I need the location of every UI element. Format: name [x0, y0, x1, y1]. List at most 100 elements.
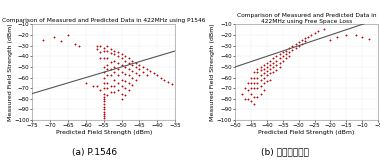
Point — [261, 76, 267, 79]
Point — [254, 76, 260, 79]
Point — [101, 110, 107, 113]
Point — [254, 87, 260, 90]
Point — [115, 89, 121, 92]
Title: Comparison of Measured and Predicted Data in 422MHz using P1546: Comparison of Measured and Predicted Dat… — [2, 18, 206, 23]
Point — [286, 55, 292, 58]
Point — [283, 53, 289, 55]
Point — [208, 36, 214, 38]
Point — [302, 40, 308, 43]
Point — [101, 87, 107, 90]
Point — [251, 76, 257, 79]
Point — [129, 76, 135, 79]
Point — [126, 89, 132, 92]
Point — [264, 79, 270, 82]
Point — [277, 61, 283, 64]
Point — [267, 78, 273, 81]
Point — [101, 71, 107, 74]
Point — [119, 53, 125, 55]
Point — [93, 44, 100, 47]
Point — [248, 76, 254, 79]
Point — [321, 27, 327, 30]
Point — [242, 87, 248, 90]
Point — [51, 36, 57, 38]
Point — [245, 97, 251, 100]
Point — [267, 59, 273, 62]
Point — [248, 81, 254, 84]
Point — [267, 72, 273, 75]
Point — [126, 57, 132, 60]
Point — [136, 74, 142, 77]
Point — [261, 89, 267, 92]
Point — [65, 34, 71, 36]
Point — [122, 93, 128, 96]
Point — [115, 74, 121, 77]
Point — [104, 93, 110, 96]
Point — [119, 85, 125, 87]
Point — [126, 68, 132, 70]
Point — [211, 40, 217, 43]
Point — [83, 81, 89, 84]
Point — [129, 84, 135, 86]
Y-axis label: Measured Field Strength (dBm): Measured Field Strength (dBm) — [211, 23, 215, 121]
Point — [305, 36, 311, 38]
Point — [274, 64, 280, 66]
Point — [309, 34, 315, 36]
Point — [258, 66, 264, 68]
Point — [122, 66, 128, 68]
Point — [115, 55, 121, 58]
Point — [169, 83, 175, 85]
Point — [122, 87, 128, 90]
Point — [101, 97, 107, 100]
Point — [261, 81, 267, 84]
Point — [151, 72, 157, 75]
Point — [111, 78, 117, 81]
Point — [111, 85, 117, 87]
Point — [296, 41, 302, 44]
Point — [302, 37, 308, 39]
Point — [40, 39, 46, 42]
Point — [108, 74, 114, 77]
Point — [129, 64, 135, 66]
Point — [312, 32, 318, 34]
Point — [144, 74, 150, 77]
Point — [136, 64, 142, 66]
X-axis label: Predicted Field Strength (dBm): Predicted Field Strength (dBm) — [258, 130, 355, 135]
Text: (a) P.1546: (a) P.1546 — [73, 148, 117, 157]
Point — [133, 61, 139, 64]
Point — [101, 50, 107, 52]
Point — [277, 53, 283, 55]
Point — [101, 92, 107, 95]
Point — [104, 64, 110, 66]
Point — [93, 48, 100, 50]
Point — [129, 59, 135, 62]
Point — [258, 69, 264, 71]
Point — [258, 74, 264, 77]
Point — [97, 51, 103, 53]
Point — [90, 85, 96, 87]
Point — [334, 36, 340, 38]
Point — [264, 61, 270, 64]
Point — [119, 71, 125, 74]
Point — [119, 92, 125, 95]
Point — [254, 81, 260, 84]
Point — [111, 59, 117, 62]
Point — [136, 68, 142, 70]
Point — [144, 68, 150, 70]
Point — [359, 36, 365, 38]
Point — [97, 44, 103, 47]
Point — [264, 70, 270, 73]
Point — [108, 68, 114, 70]
Point — [97, 57, 103, 60]
Point — [115, 61, 121, 64]
Point — [258, 78, 264, 81]
Point — [264, 74, 270, 77]
Point — [122, 73, 128, 76]
Point — [101, 112, 107, 115]
Point — [108, 48, 114, 50]
Point — [126, 81, 132, 84]
Point — [93, 85, 100, 87]
Point — [251, 71, 257, 74]
Point — [261, 72, 267, 75]
Point — [239, 92, 245, 95]
Point — [115, 51, 121, 53]
